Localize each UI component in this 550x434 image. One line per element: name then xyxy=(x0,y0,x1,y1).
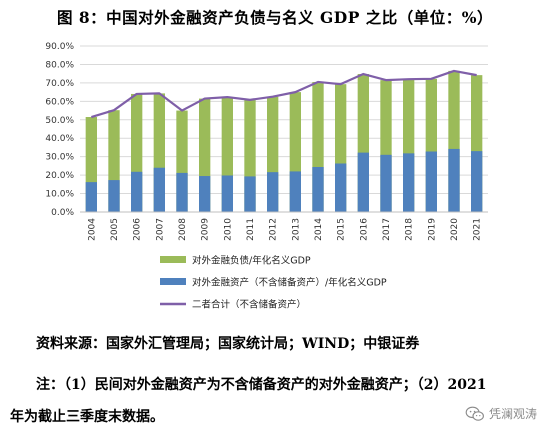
bar-liability xyxy=(199,98,211,212)
source-text: 资料来源：国家外汇管理局；国家统计局；WIND；中银证券 xyxy=(36,336,420,352)
note-line-1: 注：（1）民间对外金融资产为不含储备资产的对外金融资产；（2）2021 xyxy=(36,377,487,393)
y-tick-label: 40.0% xyxy=(45,134,74,144)
total-line xyxy=(91,69,477,119)
x-tick-label: 2010 xyxy=(223,218,233,241)
x-tick-label: 2007 xyxy=(155,218,165,241)
bar-asset xyxy=(380,154,392,212)
grid-lines xyxy=(80,45,488,213)
bar-liability xyxy=(108,110,120,212)
bar-liability xyxy=(176,110,188,212)
x-tick-label: 2020 xyxy=(450,218,460,241)
bar-liability xyxy=(131,93,143,212)
chart-title: 图 8：中国对外金融资产负债与名义 GDP 之比（单位：%） xyxy=(56,8,494,27)
bar-liability xyxy=(312,81,324,212)
y-tick-label: 20.0% xyxy=(45,171,74,181)
legend-swatch xyxy=(160,278,186,285)
bar-asset xyxy=(153,167,165,212)
bar-asset xyxy=(267,172,279,212)
legend: 对外金融负债/年化名义GDP 对外金融资产（不含储备资产）/年化名义GDP 二者合计… xyxy=(160,255,387,311)
bar-asset xyxy=(176,172,188,212)
legend-label: 对外金融资产（不含储备资产）/年化名义GDP xyxy=(192,277,387,289)
y-tick-label: 80.0% xyxy=(45,60,74,70)
x-tick-label: 2012 xyxy=(269,218,279,241)
bar-asset xyxy=(471,151,483,212)
bar-liability xyxy=(85,117,97,212)
x-tick-label: 2016 xyxy=(359,218,369,241)
bar-liability xyxy=(335,84,347,212)
y-tick-label: 30.0% xyxy=(45,153,74,163)
bar-asset xyxy=(244,176,256,212)
bar-asset xyxy=(403,153,415,212)
x-tick-label: 2009 xyxy=(201,218,211,241)
series-line-total xyxy=(91,69,477,119)
bar-liability xyxy=(357,74,369,212)
x-tick-label: 2006 xyxy=(133,218,143,241)
x-tick-label: 2019 xyxy=(427,218,437,241)
y-tick-label: 90.0% xyxy=(45,42,74,52)
x-tick-label: 2008 xyxy=(178,218,188,241)
bars xyxy=(85,70,483,213)
bar-asset xyxy=(335,163,347,212)
y-tick-label: 0.0% xyxy=(51,208,74,218)
legend-label: 对外金融负债/年化名义GDP xyxy=(192,255,311,267)
bar-liability xyxy=(403,79,415,212)
bar-asset xyxy=(357,152,369,212)
x-tick-label: 2004 xyxy=(87,218,97,241)
y-tick-label: 10.0% xyxy=(45,190,74,200)
wechat-icon xyxy=(465,406,484,421)
watermark-text: 凭澜观涛 xyxy=(488,407,537,421)
y-tick-label: 70.0% xyxy=(45,79,74,89)
y-tick-label: 60.0% xyxy=(45,97,74,107)
bar-asset xyxy=(221,175,233,212)
bar-asset xyxy=(448,148,460,212)
bar-liability xyxy=(448,70,460,213)
x-tick-label: 2005 xyxy=(110,218,120,241)
bar-asset xyxy=(85,182,97,212)
bar-liability xyxy=(221,97,233,212)
bar-asset xyxy=(108,180,120,212)
chart: 0.0% 10.0% 20.0% 30.0% 40.0% 50.0% 60.0% 70.0% 8… xyxy=(45,42,488,311)
x-tick-label: 2014 xyxy=(314,218,324,241)
x-tick-label: 2011 xyxy=(246,218,256,241)
note-line-2: 年为截止三季度末数据。 xyxy=(10,409,164,425)
bar-asset xyxy=(131,171,143,212)
x-tick-label: 2021 xyxy=(473,218,483,241)
bar-liability xyxy=(267,96,279,212)
x-tick-label: 2018 xyxy=(405,218,415,241)
bar-liability xyxy=(244,99,256,212)
x-axis: 2004 2005 2006 2007 2008 2009 2010 2011 2012 2013… xyxy=(80,211,488,241)
bar-asset xyxy=(199,176,211,212)
y-tick-label: 50.0% xyxy=(45,116,74,126)
x-tick-label: 2013 xyxy=(291,218,301,241)
y-axis: 0.0% 10.0% 20.0% 30.0% 40.0% 50.0% 60.0% 70.0% 8… xyxy=(45,42,74,218)
legend-swatch xyxy=(160,256,186,263)
legend-label: 二者合计（不含储备资产） xyxy=(192,299,306,311)
x-tick-label: 2015 xyxy=(337,218,347,241)
bar-liability xyxy=(425,78,437,212)
x-tick-label: 2017 xyxy=(382,218,392,241)
bar-asset xyxy=(425,151,437,212)
bar-asset xyxy=(312,166,324,212)
bar-liability xyxy=(380,80,392,212)
bar-liability xyxy=(471,75,483,212)
bar-asset xyxy=(289,171,301,212)
watermark: 凭澜观涛 xyxy=(461,404,540,423)
bar-liability xyxy=(153,93,165,212)
bar-liability xyxy=(289,92,301,212)
